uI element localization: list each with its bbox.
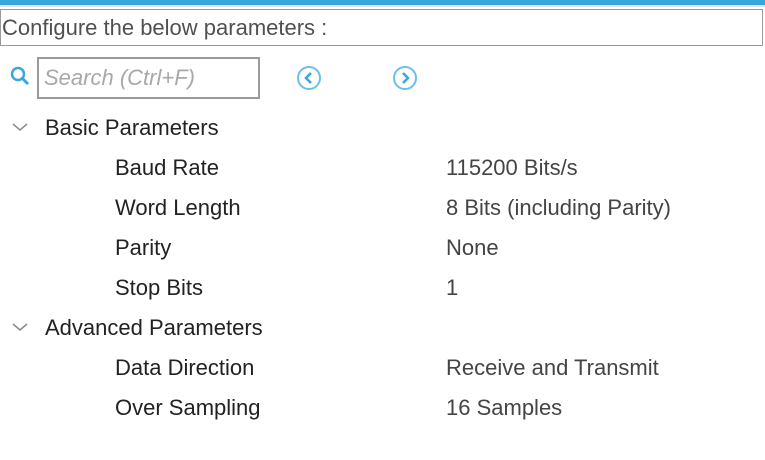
search-icon[interactable] [10, 66, 32, 88]
param-value[interactable]: Receive and Transmit [446, 355, 659, 380]
param-value[interactable]: 16 Samples [446, 395, 563, 420]
param-value[interactable]: None [446, 235, 499, 260]
previous-result-icon[interactable] [296, 65, 322, 91]
chevron-down-icon[interactable] [11, 321, 29, 333]
group-title: Advanced Parameters [45, 315, 263, 340]
param-label: Stop Bits [115, 275, 204, 300]
group-title: Basic Parameters [45, 115, 219, 140]
param-label: Over Sampling [115, 395, 261, 420]
param-label: Word Length [115, 195, 241, 220]
param-value[interactable]: 115200 Bits/s [446, 155, 578, 180]
chevron-down-icon[interactable] [11, 121, 29, 133]
param-label: Parity [115, 235, 172, 260]
search-input[interactable] [37, 57, 260, 99]
top-accent-bar [0, 0, 765, 5]
param-value[interactable]: 1 [446, 275, 459, 300]
next-result-icon[interactable] [392, 65, 418, 91]
param-label: Baud Rate [115, 155, 219, 180]
param-value[interactable]: 8 Bits (including Parity) [446, 195, 671, 220]
divider [0, 5, 765, 7]
page-title: Configure the below parameters : [0, 9, 763, 46]
param-label: Data Direction [115, 355, 255, 380]
